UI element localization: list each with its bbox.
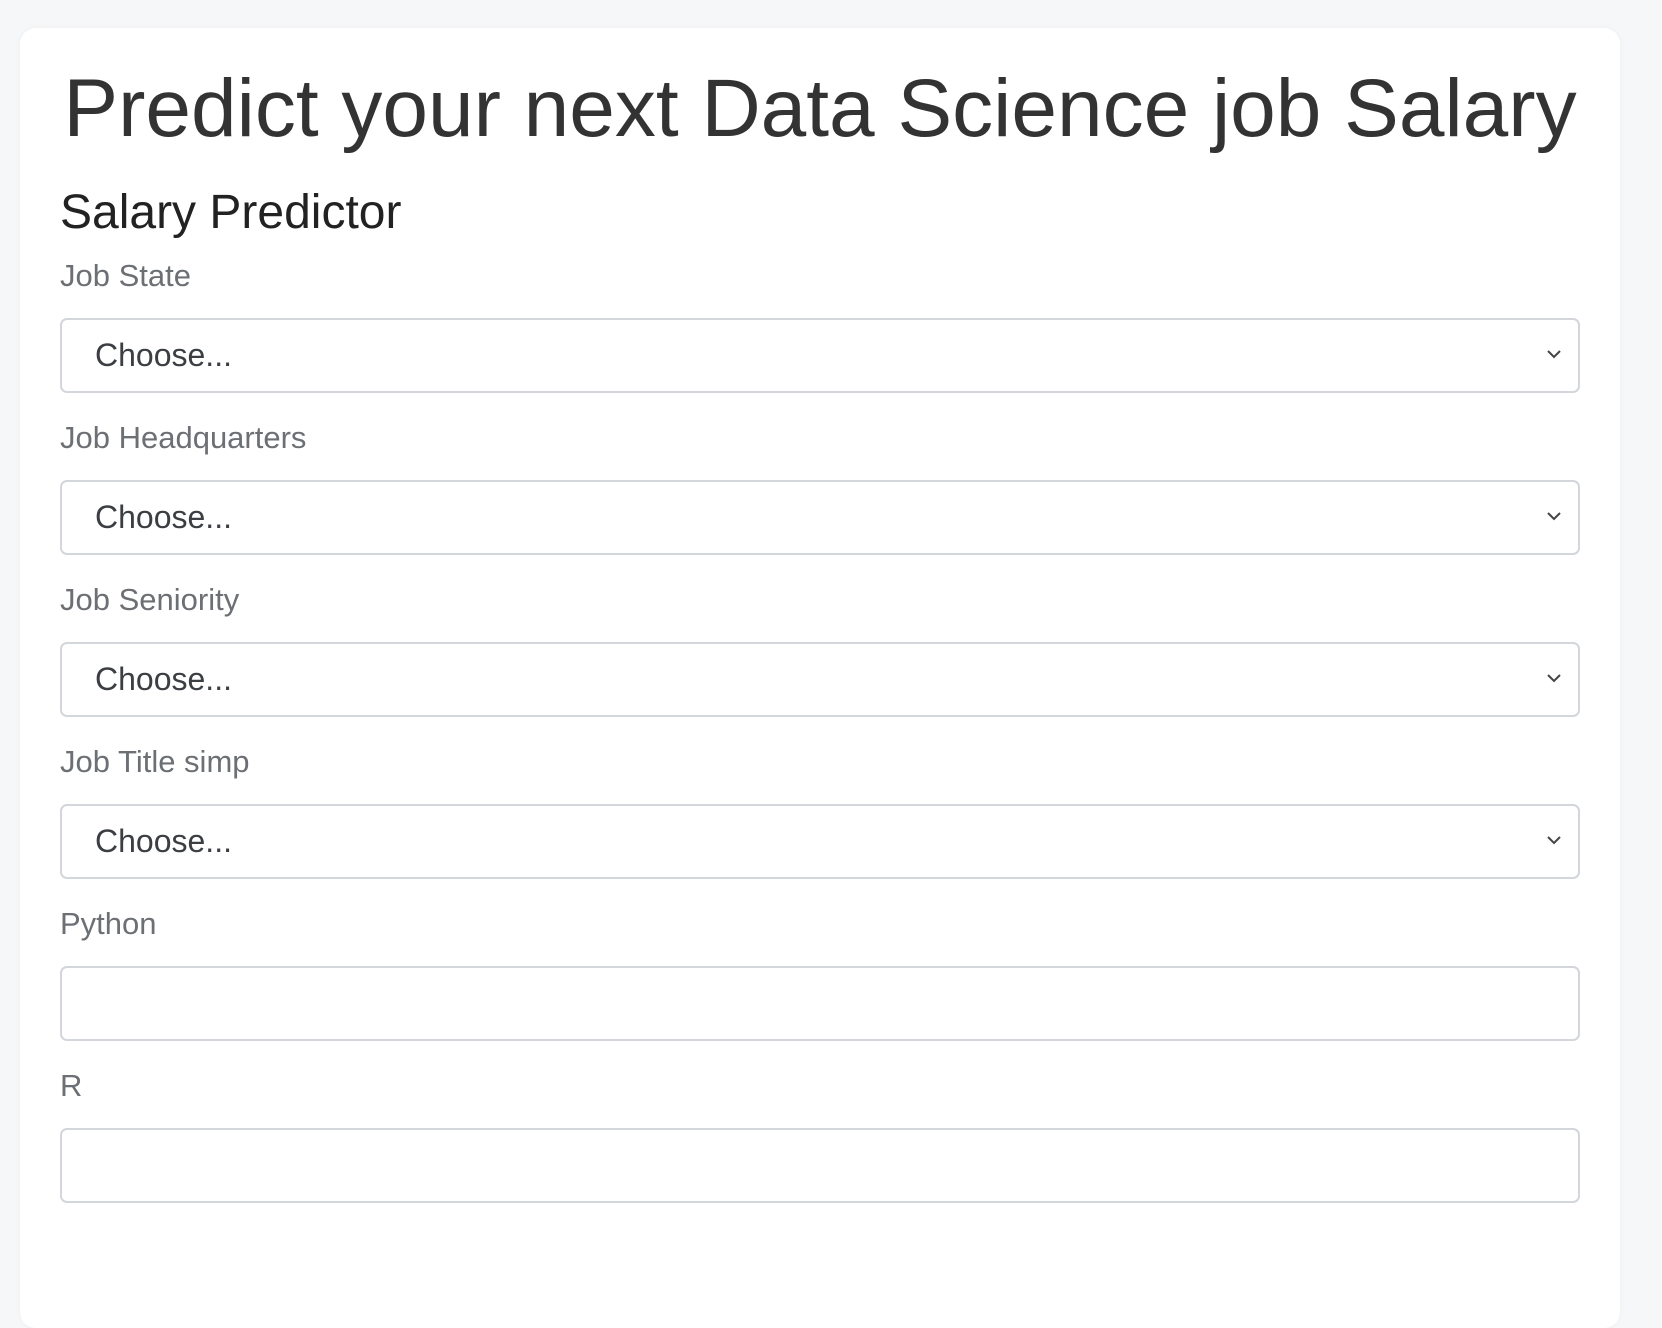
python-input[interactable] [62, 968, 1578, 1039]
job-seniority-label: Job Seniority [60, 582, 240, 617]
job-title-simp-field: Job Title simp Choose... [60, 744, 1580, 879]
job-state-value: Choose... [95, 337, 232, 373]
job-title-simp-value: Choose... [95, 823, 232, 859]
page-title: Predict your next Data Science job Salar… [63, 63, 1577, 154]
chevron-down-icon [1544, 668, 1564, 688]
job-seniority-field: Job Seniority Choose... [60, 582, 1580, 717]
chevron-down-icon [1544, 506, 1564, 526]
r-input[interactable] [62, 1130, 1578, 1201]
job-title-simp-label: Job Title simp [60, 744, 250, 779]
job-seniority-value: Choose... [95, 661, 232, 697]
r-field: R [60, 1068, 1580, 1203]
job-headquarters-label: Job Headquarters [60, 420, 307, 455]
job-headquarters-field: Job Headquarters Choose... [60, 420, 1580, 555]
r-input-box [60, 1128, 1580, 1203]
job-title-simp-select[interactable]: Choose... [60, 804, 1580, 879]
job-headquarters-select[interactable]: Choose... [60, 480, 1580, 555]
chevron-down-icon [1544, 830, 1564, 850]
job-state-label: Job State [60, 258, 191, 293]
job-headquarters-value: Choose... [95, 499, 232, 535]
python-field: Python [60, 906, 1580, 1041]
job-state-field: Job State Choose... [60, 258, 1580, 393]
chevron-down-icon [1544, 344, 1564, 364]
form-title: Salary Predictor [60, 186, 402, 239]
predictor-card: Predict your next Data Science job Salar… [20, 28, 1620, 1328]
python-input-box [60, 966, 1580, 1041]
python-label: Python [60, 906, 157, 941]
r-label: R [60, 1068, 83, 1103]
job-state-select[interactable]: Choose... [60, 318, 1580, 393]
job-seniority-select[interactable]: Choose... [60, 642, 1580, 717]
